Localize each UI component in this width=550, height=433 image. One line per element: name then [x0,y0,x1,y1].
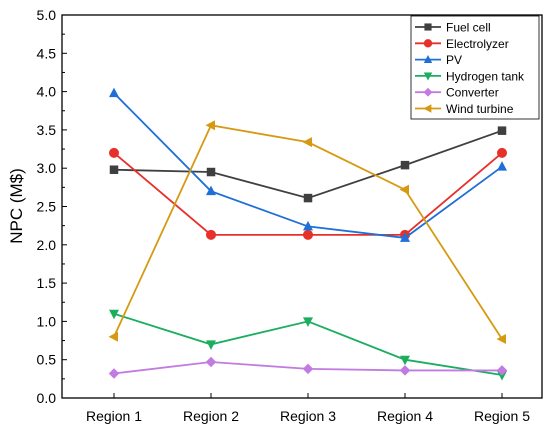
data-point [400,232,410,242]
data-point [303,220,313,231]
y-tick-label: 1.0 [37,313,57,329]
data-point [399,365,411,376]
legend-item: Fuel cell [415,21,491,35]
legend-marker [423,104,432,113]
data-point [109,165,119,174]
data-point [206,167,216,177]
data-point [497,147,507,158]
data-point [303,193,313,203]
data-point [108,368,120,379]
legend-marker [423,87,433,97]
series-3 [109,309,507,381]
y-tick-label: 3.0 [37,160,57,176]
data-point [302,137,312,148]
series-layer [108,87,508,381]
data-point [206,340,216,350]
data-point [206,229,216,240]
y-axis: 0.0 0.5 1.0 1.5 2.0 2.5 3.0 3.5 4.0 4.5 5.0 [37,7,67,406]
series-4 [108,356,508,379]
legend-label: Converter [446,86,499,100]
series-2 [109,87,507,242]
legend-item: Hydrogen tank [415,69,525,83]
legend-item: PV [415,53,462,67]
data-point [497,371,507,381]
y-tick-label: 5.0 [37,7,57,23]
data-point [303,317,313,327]
data-point [109,309,119,320]
y-tick-label: 1.5 [37,275,57,291]
data-point [497,126,507,135]
data-point [400,355,410,366]
data-point [400,160,410,170]
legend-item: Electrolyzer [415,37,509,51]
data-point [302,363,314,375]
legend-marker [423,39,433,48]
data-point [497,161,507,171]
legend-label: Wind turbine [446,102,514,116]
x-tick-label: Region 1 [86,408,142,424]
data-point [108,331,118,342]
data-point [109,87,119,98]
y-tick-label: 4.5 [37,45,57,61]
legend-marker [423,72,433,81]
x-tick-label: Region 4 [377,408,433,424]
y-tick-label: 2.0 [37,237,57,253]
x-tick-label: Region 2 [183,408,239,424]
data-point [496,334,506,345]
legend-item: Wind turbine [415,102,514,116]
data-point [206,185,216,196]
x-tick-label: Region 3 [280,408,336,424]
series-0 [109,126,507,203]
legend-item: Converter [415,86,499,100]
y-tick-label: 0.0 [37,390,57,406]
data-point [109,147,119,158]
legend-label: Fuel cell [446,21,491,35]
y-tick-label: 0.5 [37,352,57,368]
y-tick-label: 2.5 [37,199,57,215]
legend: Fuel cell Electrolyzer PV Hydrogen tank Conv… [410,15,540,120]
legend-label: PV [446,53,462,67]
legend-label: Electrolyzer [446,37,509,51]
x-tick-label: Region 5 [474,408,530,424]
legend-marker [424,23,432,31]
data-point [205,120,215,131]
data-point [205,356,217,368]
data-point [399,184,409,195]
legend-marker [423,54,433,63]
y-tick-label: 4.0 [37,84,57,100]
y-axis-title: NPC (M$) [7,168,26,244]
y-tick-label: 3.5 [37,122,57,138]
legend-label: Hydrogen tank [446,69,525,83]
legend-box [410,15,540,120]
x-axis: Region 1 Region 2 Region 3 Region 4 Region 5 [86,393,530,424]
data-point [496,365,508,376]
data-point [303,229,313,240]
series-5 [108,120,506,345]
